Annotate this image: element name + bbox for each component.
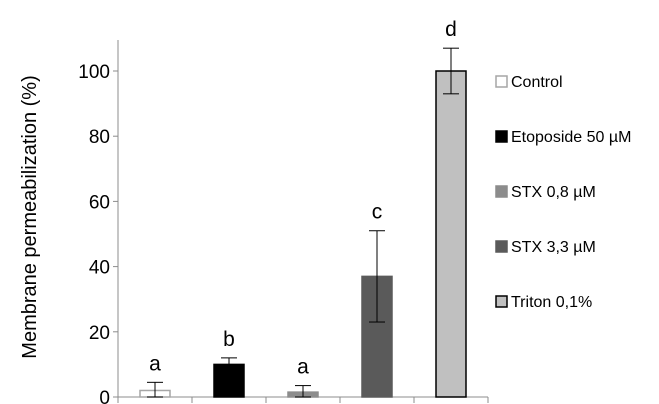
y-tick-label: 0	[99, 388, 110, 404]
legend-swatch	[495, 295, 508, 308]
legend-label: Triton 0,1%	[511, 294, 592, 311]
legend-label: STX 3,3 µM	[511, 239, 596, 256]
legend-swatch	[495, 240, 508, 253]
significance-letter: d	[445, 18, 457, 41]
significance-letter: a	[149, 352, 161, 375]
bars	[139, 70, 467, 398]
legend-swatch	[495, 185, 508, 198]
y-tick-labels: 0 20 40 60 80 100	[78, 62, 110, 404]
y-tick-label: 60	[89, 192, 110, 213]
bar-5	[435, 70, 467, 398]
legend-swatch	[495, 75, 508, 88]
y-tick-label: 20	[89, 323, 110, 344]
y-tick-label: 100	[78, 62, 110, 83]
significance-letter: c	[372, 201, 383, 224]
error-bars	[147, 47, 459, 398]
significance-letter: a	[297, 356, 309, 379]
y-tick-label: 40	[89, 258, 110, 279]
legend: Control Etoposide 50 µM STX 0,8 µM STX 3,3 …	[495, 74, 631, 311]
y-axis-title: Membrane permeabilization (%)	[19, 75, 41, 358]
legend-label: Control	[511, 74, 563, 91]
legend-label: Etoposide 50 µM	[511, 129, 631, 146]
legend-swatch	[495, 130, 508, 143]
y-tick-label: 80	[89, 127, 110, 148]
legend-label: STX 0,8 µM	[511, 184, 596, 201]
significance-letter: b	[223, 328, 235, 351]
axes	[113, 40, 489, 403]
significance-letters: a b a c d	[149, 18, 457, 378]
